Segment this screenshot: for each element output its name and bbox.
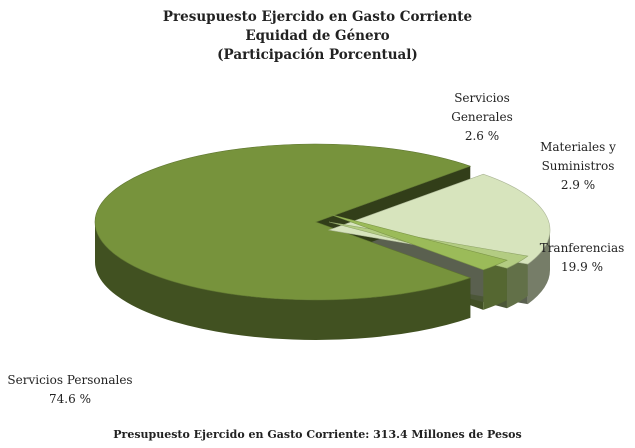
pie-slice-side (483, 260, 507, 310)
pie-slice-side (527, 230, 550, 305)
chart-subtitle: Equidad de Género (245, 28, 390, 44)
chart-subtitle-percent: (Participación Porcentual) (217, 47, 418, 63)
pie-slice (328, 213, 508, 271)
slice-label: Materiales y Suministros 2.9 % (540, 140, 616, 192)
pie-slice-side (95, 222, 471, 340)
pie-slice (94, 143, 472, 301)
slice-label: Tranferencias 19.9 % (540, 241, 625, 274)
pie-slice (327, 173, 551, 265)
slice-label: Servicios Personales 74.6 % (7, 373, 132, 406)
chart-title: Presupuesto Ejercido en Gasto Corriente (162, 9, 473, 25)
chart-footer: Presupuesto Ejercido en Gasto Corriente:… (113, 428, 522, 441)
slice-label: Servicios Generales 2.6 % (451, 91, 513, 143)
pie-slice-side (506, 256, 528, 309)
